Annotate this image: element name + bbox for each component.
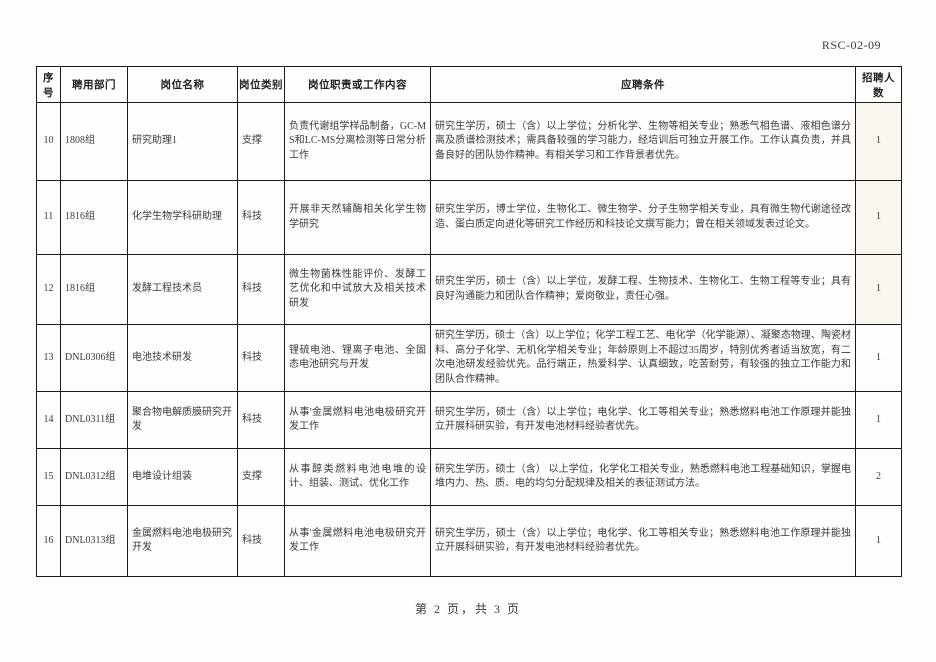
requirements-cell: 研究生学历，硕士（含）以上学位；化学工程工艺、电化学（化学能源）、凝聚态物理、陶… <box>430 324 856 392</box>
headcount-cell: 1 <box>855 505 902 577</box>
position-name-cell: 聚合物电解质膜研究开发 <box>127 391 238 449</box>
position-name-cell: 发酵工程技术员 <box>127 254 238 325</box>
position-name-cell: 研究助理1 <box>127 102 238 181</box>
department-cell: 1816组 <box>60 180 128 255</box>
position-name-cell: 金属燃料电池电极研究开发 <box>127 505 238 577</box>
category-cell: 科技 <box>237 324 285 392</box>
column-header-no: 序号 <box>36 66 61 103</box>
table-row: 14 DNL0311组 聚合物电解质膜研究开发 科技 从事'金属燃料电池电极研究… <box>36 391 902 449</box>
department-cell: DNL0313组 <box>60 505 128 577</box>
position-name-cell: 化学生物学科研助理 <box>127 180 238 255</box>
recruitment-table: 序号 聘用部门 岗位名称 岗位类别 岗位职责或工作内容 应聘条件 招聘人数 10… <box>36 66 902 577</box>
table-row: 10 1808组 研究助理1 支撑 负责代谢组学样品制备，GC-MS和LC-MS… <box>36 102 902 181</box>
category-cell: 支撑 <box>237 448 285 506</box>
department-cell: 1808组 <box>60 102 128 181</box>
table-row: 13 DNL0306组 电池技术研发 科技 锂硫电池、锂离子电池、全固态电池研究… <box>36 324 902 392</box>
headcount-cell: 1 <box>855 324 902 392</box>
page-footer: 第 2 页，共 3 页 <box>414 602 521 616</box>
duties-cell: 微生物菌株性能评价、发酵工艺优化和中试放大及相关技术研发 <box>284 254 431 325</box>
requirements-cell: 研究生学历，硕士（含）以上学位；电化学、化工等相关专业；熟悉燃料电池工作原理并能… <box>430 505 856 577</box>
column-header-department: 聘用部门 <box>60 66 128 103</box>
duties-cell: 从事醇类燃料电池电堆的设计、组装、测试、优化工作 <box>284 448 431 506</box>
row-number-cell: 10 <box>36 102 61 181</box>
headcount-cell: 2 <box>855 448 902 506</box>
table-row: 12 1816组 发酵工程技术员 科技 微生物菌株性能评价、发酵工艺优化和中试放… <box>36 254 902 325</box>
row-number-cell: 14 <box>36 391 61 449</box>
column-header-requirements: 应聘条件 <box>430 66 856 103</box>
column-header-duties: 岗位职责或工作内容 <box>284 66 431 103</box>
position-name-cell: 电池技术研发 <box>127 324 238 392</box>
duties-cell: 负责代谢组学样品制备，GC-MS和LC-MS分离检测等日常分析工作 <box>284 102 431 181</box>
table-body: 10 1808组 研究助理1 支撑 负责代谢组学样品制备，GC-MS和LC-MS… <box>36 102 902 577</box>
row-number-cell: 15 <box>36 448 61 506</box>
headcount-cell: 1 <box>855 254 902 325</box>
table-row: 16 DNL0313组 金属燃料电池电极研究开发 科技 从事'金属燃料电池电极研… <box>36 505 902 577</box>
department-cell: 1816组 <box>60 254 128 325</box>
position-name-cell: 电堆设计组装 <box>127 448 238 506</box>
column-header-category: 岗位类别 <box>237 66 285 103</box>
category-cell: 支撑 <box>237 102 285 181</box>
document-code: RSC-02-09 <box>821 38 881 52</box>
department-cell: DNL0312组 <box>60 448 128 506</box>
requirements-cell: 研究生学历，博士学位，生物化工、微生物学、分子生物学相关专业，具有微生物代谢途径… <box>430 180 856 255</box>
row-number-cell: 16 <box>36 505 61 577</box>
department-cell: DNL0306组 <box>60 324 128 392</box>
requirements-cell: 研究生学历，硕士（含） 以上学位，化学化工相关专业，熟悉燃料电池工程基础知识，掌… <box>430 448 856 506</box>
requirements-cell: 研究生学历，硕士（含）以上学位；电化学、化工等相关专业；熟悉燃料电池工作原理并能… <box>430 391 856 449</box>
table-header: 序号 聘用部门 岗位名称 岗位类别 岗位职责或工作内容 应聘条件 招聘人数 <box>36 66 902 103</box>
requirements-cell: 研究生学历，硕士（含）以上学位，发酵工程、生物技术、生物化工、生物工程等专业；具… <box>430 254 856 325</box>
category-cell: 科技 <box>237 391 285 449</box>
department-cell: DNL0311组 <box>60 391 128 449</box>
duties-cell: 锂硫电池、锂离子电池、全固态电池研究与开发 <box>284 324 431 392</box>
duties-cell: 开展非天然辅酶相关化学生物学研究 <box>284 180 431 255</box>
column-header-headcount: 招聘人数 <box>855 66 902 103</box>
headcount-cell: 1 <box>855 102 902 181</box>
headcount-cell: 1 <box>855 180 902 255</box>
category-cell: 科技 <box>237 505 285 577</box>
requirements-cell: 研究生学历，硕士（含）以上学位；分析化学、生物等相关专业；熟悉气相色谱、液相色谱… <box>430 102 856 181</box>
row-number-cell: 12 <box>36 254 61 325</box>
table-row: 11 1816组 化学生物学科研助理 科技 开展非天然辅酶相关化学生物学研究 研… <box>36 180 902 255</box>
table-row: 15 DNL0312组 电堆设计组装 支撑 从事醇类燃料电池电堆的设计、组装、测… <box>36 448 902 506</box>
column-header-position-name: 岗位名称 <box>127 66 238 103</box>
category-cell: 科技 <box>237 180 285 255</box>
category-cell: 科技 <box>237 254 285 325</box>
row-number-cell: 13 <box>36 324 61 392</box>
duties-cell: 从事'金属燃料电池电极研究开发工作 <box>284 505 431 577</box>
row-number-cell: 11 <box>36 180 61 255</box>
duties-cell: 从事'金属燃料电池电极研究开发工作 <box>284 391 431 449</box>
headcount-cell: 1 <box>855 391 902 449</box>
